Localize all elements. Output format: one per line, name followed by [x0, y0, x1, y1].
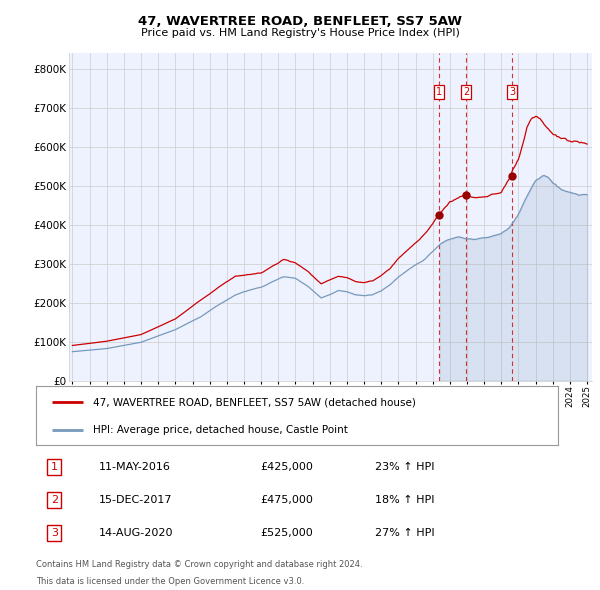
Text: 1: 1	[436, 87, 442, 97]
Text: 27% ↑ HPI: 27% ↑ HPI	[376, 528, 435, 538]
Text: HPI: Average price, detached house, Castle Point: HPI: Average price, detached house, Cast…	[94, 425, 348, 434]
Text: £425,000: £425,000	[260, 462, 313, 472]
Text: Contains HM Land Registry data © Crown copyright and database right 2024.: Contains HM Land Registry data © Crown c…	[36, 560, 362, 569]
Text: 2: 2	[51, 495, 58, 505]
Text: £475,000: £475,000	[260, 495, 313, 505]
Text: 47, WAVERTREE ROAD, BENFLEET, SS7 5AW: 47, WAVERTREE ROAD, BENFLEET, SS7 5AW	[138, 15, 462, 28]
Text: 18% ↑ HPI: 18% ↑ HPI	[376, 495, 435, 505]
Text: 2: 2	[463, 87, 469, 97]
Text: £525,000: £525,000	[260, 528, 313, 538]
Text: 1: 1	[51, 462, 58, 472]
Text: 47, WAVERTREE ROAD, BENFLEET, SS7 5AW (detached house): 47, WAVERTREE ROAD, BENFLEET, SS7 5AW (d…	[94, 398, 416, 407]
Text: 14-AUG-2020: 14-AUG-2020	[98, 528, 173, 538]
Text: 11-MAY-2016: 11-MAY-2016	[98, 462, 170, 472]
Text: 3: 3	[509, 87, 515, 97]
Text: Price paid vs. HM Land Registry's House Price Index (HPI): Price paid vs. HM Land Registry's House …	[140, 28, 460, 38]
Text: 3: 3	[51, 528, 58, 538]
Text: This data is licensed under the Open Government Licence v3.0.: This data is licensed under the Open Gov…	[36, 577, 304, 586]
Text: 23% ↑ HPI: 23% ↑ HPI	[376, 462, 435, 472]
Text: 15-DEC-2017: 15-DEC-2017	[98, 495, 172, 505]
